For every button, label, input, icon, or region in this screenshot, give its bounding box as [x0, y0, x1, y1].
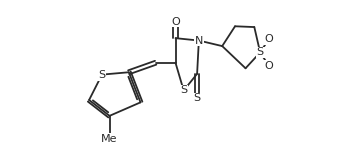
Text: S: S	[180, 85, 187, 95]
Text: N: N	[195, 36, 203, 46]
Text: O: O	[171, 17, 180, 26]
Text: Me: Me	[101, 134, 118, 144]
Text: O: O	[265, 34, 273, 44]
Text: S: S	[194, 93, 201, 103]
Text: S: S	[98, 70, 106, 80]
Text: S: S	[257, 47, 264, 57]
Text: O: O	[265, 61, 273, 71]
